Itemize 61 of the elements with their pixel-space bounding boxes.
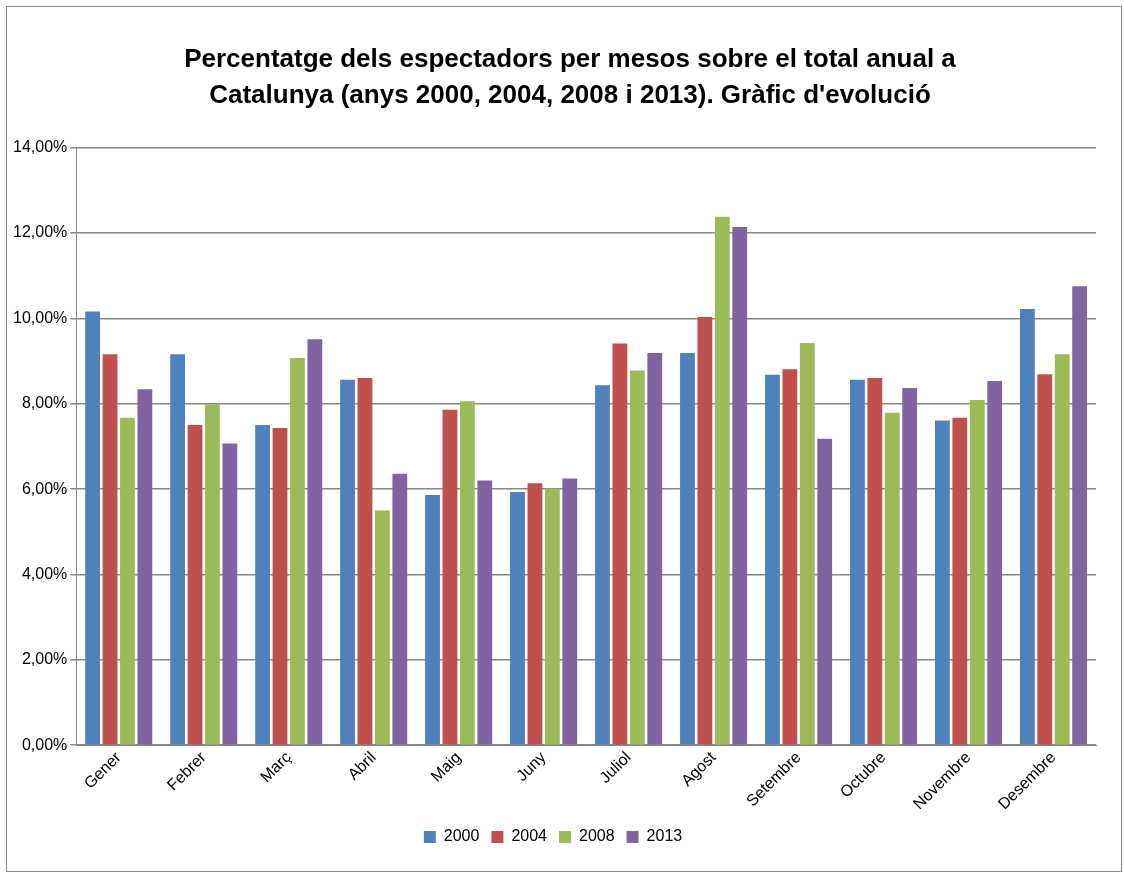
bar xyxy=(187,425,203,745)
bar xyxy=(510,492,525,745)
bar xyxy=(647,352,663,745)
bar xyxy=(680,352,695,745)
bar xyxy=(765,374,780,745)
bar xyxy=(527,483,543,745)
bar xyxy=(357,378,373,745)
y-tick-label: 2,00% xyxy=(21,650,68,668)
bar xyxy=(850,379,865,745)
bar xyxy=(120,417,135,745)
y-tick-label: 6,00% xyxy=(21,479,68,497)
bar xyxy=(629,370,645,745)
legend-label: 2008 xyxy=(579,827,615,845)
bar xyxy=(307,339,323,745)
legend-label: 2013 xyxy=(646,827,683,845)
bar xyxy=(102,354,118,745)
bar xyxy=(1072,286,1088,745)
bar xyxy=(884,412,900,745)
bar xyxy=(477,480,493,745)
bar xyxy=(902,387,918,745)
bar xyxy=(170,354,186,745)
bar xyxy=(714,216,730,745)
bar xyxy=(205,404,220,745)
y-tick-label: 12,00% xyxy=(13,223,68,241)
bar xyxy=(697,317,713,745)
bar xyxy=(562,478,578,745)
bar xyxy=(85,311,101,745)
bar xyxy=(255,425,270,745)
bar xyxy=(459,401,475,745)
bar xyxy=(1019,308,1035,745)
bar xyxy=(817,438,833,745)
y-tick-label: 14,00% xyxy=(13,138,68,156)
bar xyxy=(137,389,153,745)
bar xyxy=(935,420,950,745)
bar xyxy=(272,428,288,745)
bar xyxy=(544,488,560,745)
bar xyxy=(987,381,1003,745)
y-tick-label: 10,00% xyxy=(13,308,68,326)
chart-title: Percentatge dels espectadors per mesos sobre el total anual a Catalunya (anys 2000, 2004, 2008 i 2013). Gràfic d'evolució xyxy=(183,42,957,111)
bar xyxy=(732,227,748,745)
y-tick-label: 0,00% xyxy=(21,735,68,753)
bar xyxy=(595,385,610,745)
bar xyxy=(969,399,985,745)
bar xyxy=(799,343,815,745)
bar xyxy=(867,378,883,745)
bar xyxy=(782,369,798,745)
bar xyxy=(442,409,458,745)
bar xyxy=(1037,374,1053,745)
bar xyxy=(612,343,628,745)
bar xyxy=(222,443,238,745)
bar xyxy=(1054,354,1070,745)
bar xyxy=(952,417,968,745)
y-tick-label: 4,00% xyxy=(21,564,68,582)
bar xyxy=(425,495,440,745)
y-tick-label: 8,00% xyxy=(21,394,68,412)
legend-label: 2000 xyxy=(443,827,480,845)
bar xyxy=(392,473,408,745)
legend-label: 2004 xyxy=(511,827,548,845)
bar xyxy=(290,358,305,745)
bar xyxy=(375,510,390,745)
bar xyxy=(340,379,355,745)
